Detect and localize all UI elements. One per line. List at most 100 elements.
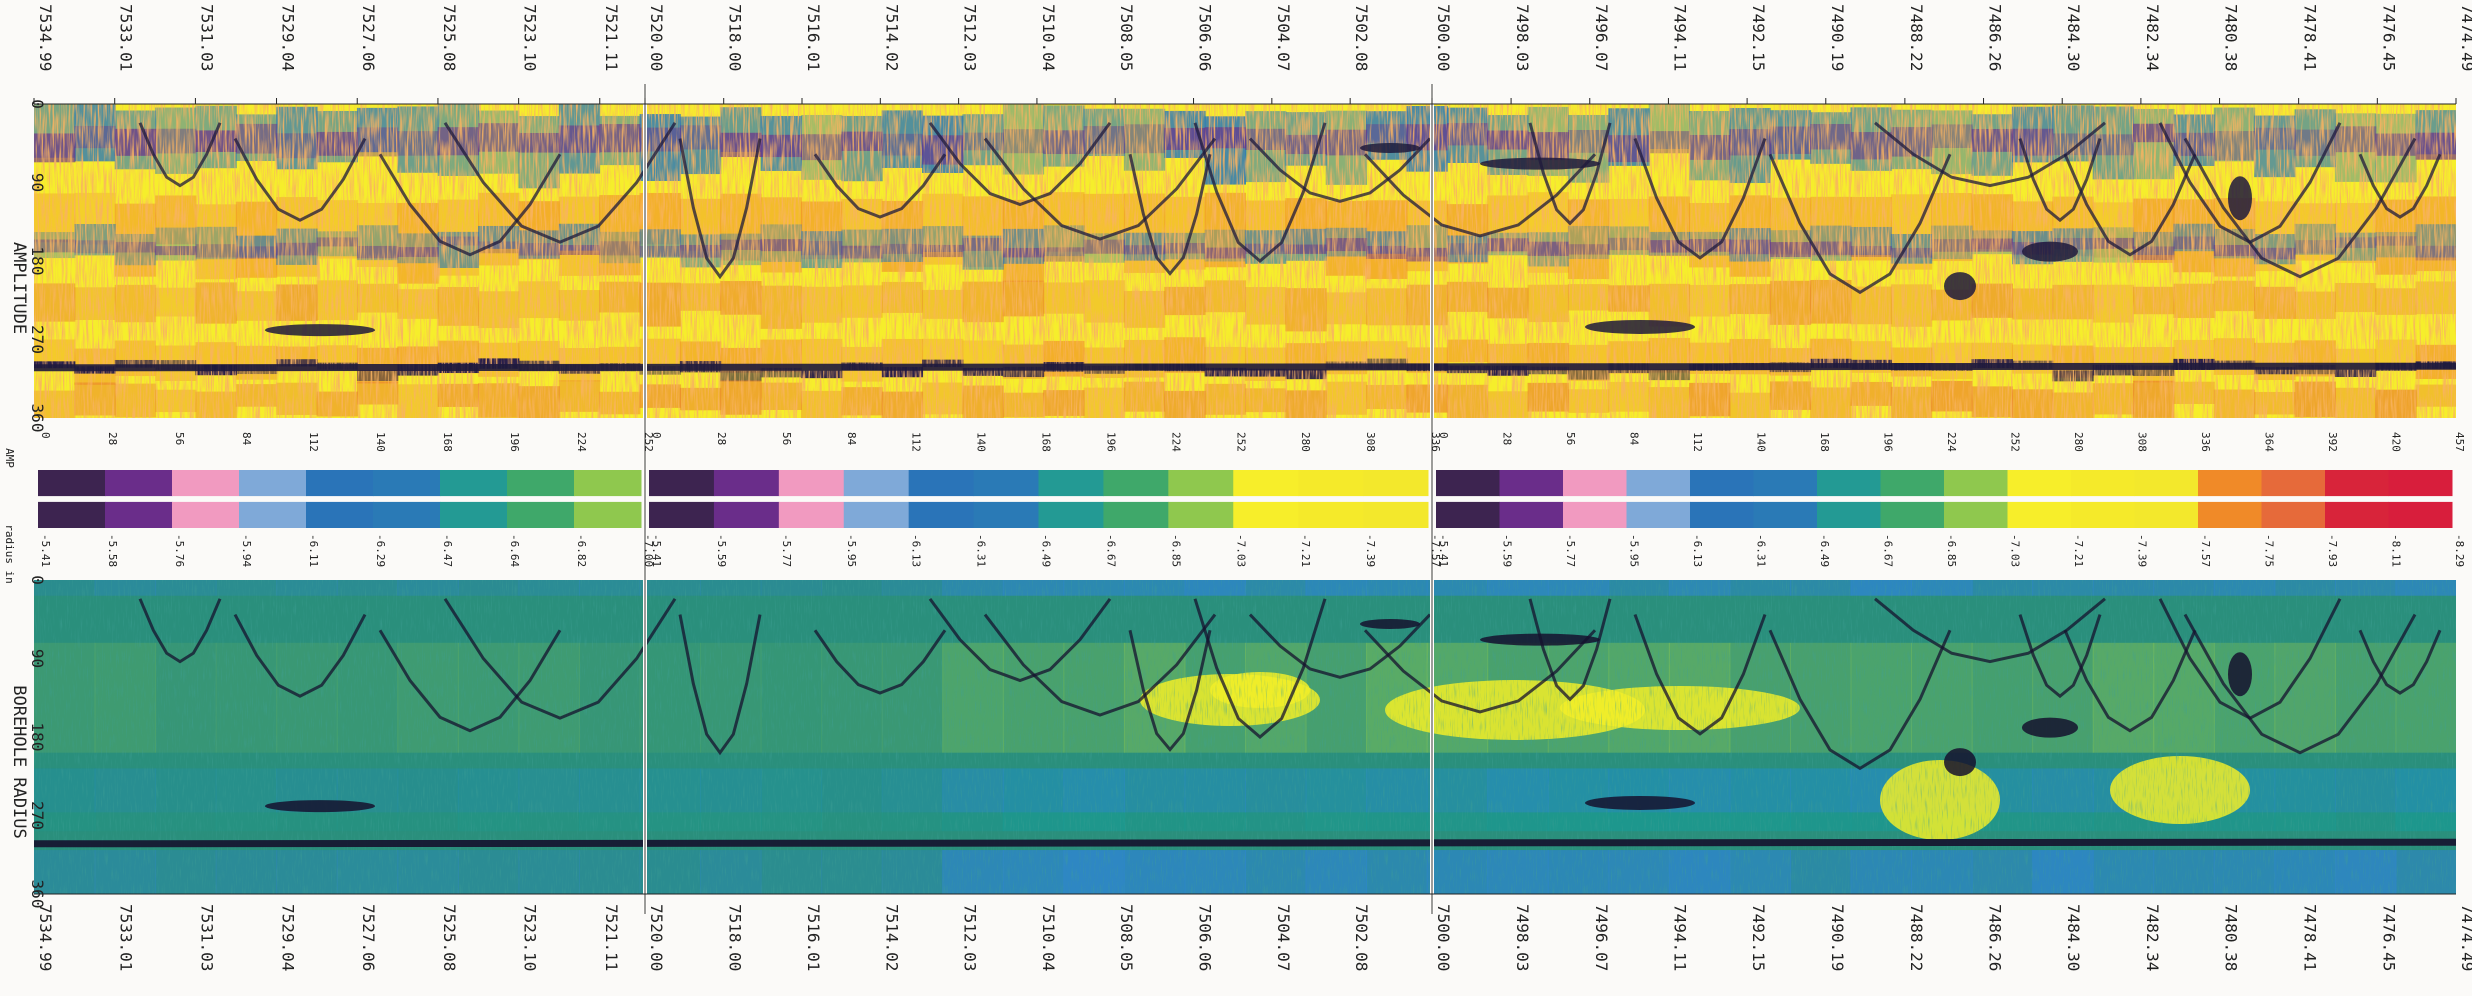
radius-scale-ticks: -5.41 -5.58 -5.76 -5.94 -6.11 -6.29 -6.47 -6.64… (39, 534, 2466, 567)
amp-scale-tick: 28 (106, 432, 119, 445)
radius-scale-tick: -7.57 (1429, 534, 1442, 567)
depth-tick-label-top: 7504.07 (1274, 4, 1293, 71)
depth-tick-label-bottom: 7510.04 (1039, 904, 1058, 971)
depth-tick-label-top: 7527.06 (359, 4, 378, 71)
depth-tick-label-top: 7490.19 (1828, 4, 1847, 71)
radius-scale-tick: -6.47 (441, 534, 454, 567)
depth-axis-bottom: 7534.99 7533.01 7531.03 7529.04 7527.06 7525.… (36, 904, 2472, 971)
radius-scale-label: radius in (3, 524, 16, 584)
radius-scale-tick: -5.41 (39, 534, 52, 567)
amp-scale-tick: 308 (1364, 432, 1377, 452)
radius-scale-tick: -5.77 (780, 534, 793, 567)
radius-scale-tick: -6.29 (374, 534, 387, 567)
depth-tick-label-bottom: 7502.08 (1352, 904, 1371, 971)
radius-scale-tick: -5.59 (1501, 534, 1514, 567)
radius-scale-tick: -5.76 (173, 534, 186, 567)
radius-scale-tick: -7.75 (2263, 534, 2276, 567)
depth-tick-label-bottom: 7520.00 (647, 904, 666, 971)
radius-scale-tick: -7.93 (2326, 534, 2339, 567)
azimuth-tick-label: 90 (28, 649, 47, 668)
depth-tick-label-top: 7506.06 (1196, 4, 1215, 71)
depth-tick-label-bottom: 7525.08 (440, 904, 459, 971)
depth-tick-label-bottom: 7534.99 (36, 904, 55, 971)
depth-tick-label-bottom: 7480.38 (2222, 904, 2241, 971)
amp-scale-tick: 252 (2009, 432, 2022, 452)
depth-tick-label-top: 7534.99 (36, 4, 55, 71)
amp-scale-tick: 168 (441, 432, 454, 452)
azimuth-tick-label: 90 (28, 173, 47, 192)
depth-tick-label-bottom: 7488.22 (1907, 904, 1926, 971)
radius-scale-tick: -6.67 (1882, 534, 1895, 567)
amp-scale-tick: 196 (1882, 432, 1895, 452)
depth-tick-label-top: 7494.11 (1670, 4, 1689, 71)
depth-tick-label-bottom: 7527.06 (359, 904, 378, 971)
depth-tick-label-bottom: 7533.01 (117, 904, 136, 971)
amp-scale-tick: 224 (575, 432, 588, 452)
depth-tick-label-top: 7484.30 (2064, 4, 2083, 71)
radius-axis-label: BOREHOLE RADIUS (9, 685, 29, 839)
depth-tick-label-top: 7482.34 (2143, 4, 2162, 71)
amp-scale-tick: 84 (1628, 432, 1641, 446)
radius-scale-tick: -6.85 (1945, 534, 1958, 567)
depth-tick-label-bottom: 7496.07 (1592, 904, 1611, 971)
depth-tick-label-bottom: 7504.07 (1274, 904, 1293, 971)
depth-tick-label-bottom: 7498.03 (1513, 904, 1532, 971)
amp-scale-tick: 196 (1104, 432, 1117, 452)
amplitude-axis-label: AMPLITUDE (9, 242, 29, 334)
depth-tick-label-bottom: 7512.03 (961, 904, 980, 971)
amp-scale-tick: 28 (715, 432, 728, 445)
radius-scale-tick: -5.59 (715, 534, 728, 567)
radius-scale-tick: -6.64 (508, 534, 521, 567)
radius-scale-tick: -5.94 (240, 534, 253, 567)
radius-scale-tick: -7.21 (2072, 534, 2085, 567)
amplitude-color-scale (38, 470, 2453, 528)
radius-scale-tick: -5.58 (106, 534, 119, 567)
amp-scale-tick: 168 (1818, 432, 1831, 452)
depth-tick-label-top: 7533.01 (117, 4, 136, 71)
radius-scale-tick: -5.95 (845, 534, 858, 567)
depth-tick-label-top: 7500.00 (1434, 4, 1453, 71)
radius-scale-tick: -6.13 (1691, 534, 1704, 567)
depth-tick-label-bottom: 7529.04 (279, 904, 298, 971)
depth-tick-label-top: 7502.08 (1352, 4, 1371, 71)
azimuth-tick-label: 180 (28, 723, 47, 752)
amp-scale-tick: 336 (2199, 432, 2212, 452)
depth-tick-label-top: 7492.15 (1749, 4, 1768, 71)
amplitude-image-panel (34, 104, 2456, 418)
depth-tick-label-bottom: 7476.45 (2379, 904, 2398, 971)
depth-tick-label-bottom: 7508.05 (1117, 904, 1136, 971)
amp-scale-tick: 280 (1299, 432, 1312, 452)
radius-scale-tick: -7.39 (2136, 534, 2149, 567)
amp-scale-label: AMP (3, 448, 16, 468)
amp-scale-tick: 280 (2072, 432, 2085, 452)
depth-tick-label-bottom: 7531.03 (197, 904, 216, 971)
azimuth-ticks: 0 90 180 270 360 0 90 180 270 360 (28, 99, 47, 908)
azimuth-tick-label: 0 (28, 99, 47, 109)
amp-scale-tick: 0 (39, 432, 52, 439)
depth-tick-label-top: 7514.02 (882, 4, 901, 71)
amp-scale-tick: 112 (1691, 432, 1704, 452)
depth-tick-label-top: 7488.22 (1907, 4, 1926, 71)
depth-tick-label-top: 7486.26 (1986, 4, 2005, 71)
amp-scale-tick: 140 (975, 432, 988, 452)
depth-tick-label-bottom: 7474.49 (2458, 904, 2472, 971)
depth-tick-label-bottom: 7523.10 (521, 904, 540, 971)
azimuth-tick-label: 180 (28, 247, 47, 276)
depth-tick-label-bottom: 7492.15 (1749, 904, 1768, 971)
azimuth-tick-label: 270 (28, 325, 47, 354)
azimuth-tick-label: 360 (28, 880, 47, 909)
amp-scale-tick: 0 (1437, 432, 1450, 439)
amp-scale-tick: 0 (650, 432, 663, 439)
radius-scale-tick: -5.77 (1564, 534, 1577, 567)
depth-tick-label-bottom: 7500.00 (1434, 904, 1453, 971)
depth-tick-label-top: 7525.08 (440, 4, 459, 71)
radius-scale-tick: -7.21 (1299, 534, 1312, 567)
radius-scale-tick: -6.31 (1755, 534, 1768, 567)
radius-scale-tick: -6.67 (1104, 534, 1117, 567)
depth-tick-label-top: 7496.07 (1592, 4, 1611, 71)
amp-scale-tick: 140 (374, 432, 387, 452)
depth-tick-label-bottom: 7478.41 (2301, 904, 2320, 971)
azimuth-tick-label: 360 (28, 404, 47, 433)
depth-tick-label-bottom: 7494.11 (1670, 904, 1689, 971)
